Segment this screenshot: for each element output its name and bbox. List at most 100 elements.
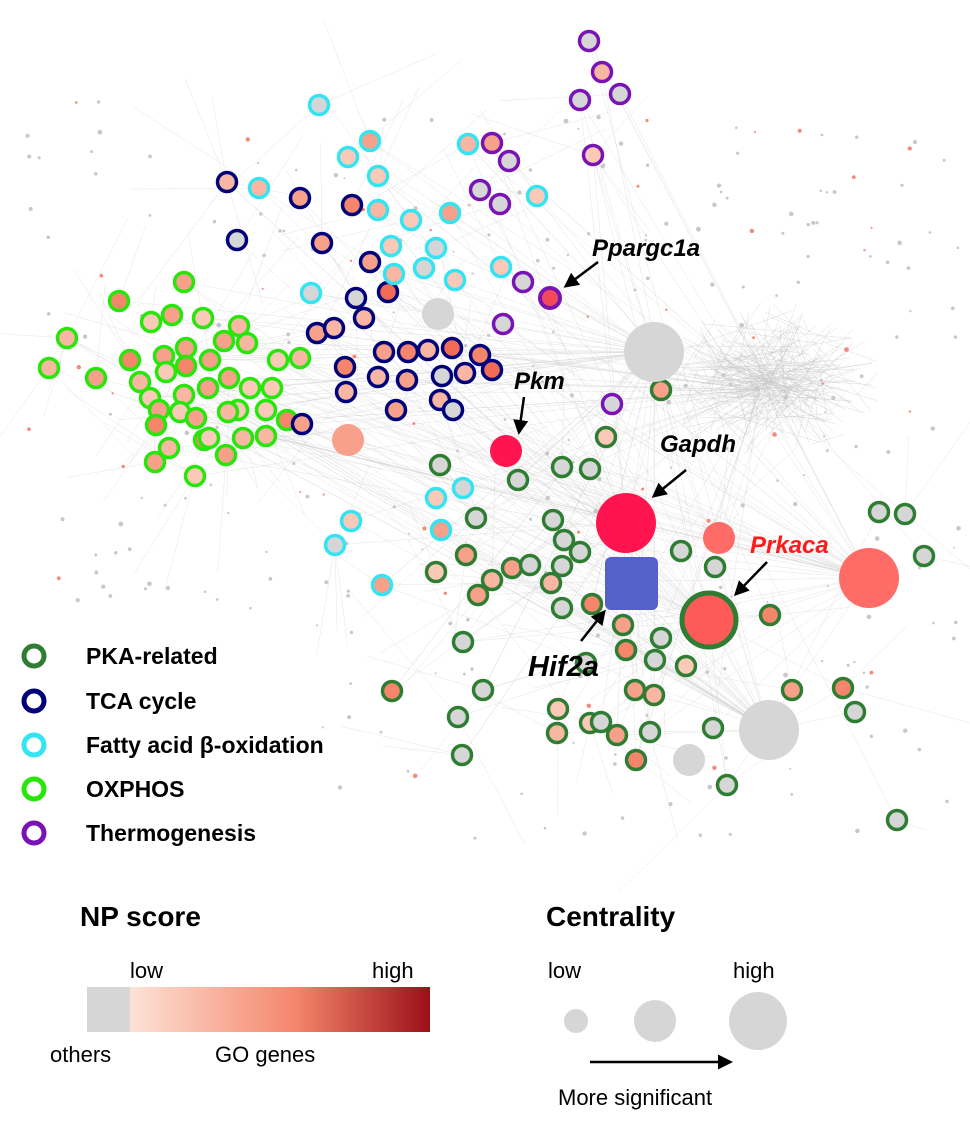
- minor-node: [698, 833, 702, 837]
- minor-node: [60, 517, 65, 522]
- pka-gene-node: [674, 654, 698, 678]
- network-edge: [482, 619, 710, 691]
- network-nodes: [37, 29, 936, 832]
- network-edge: [310, 232, 371, 294]
- network-edge: [341, 725, 463, 756]
- pka-gene-node: [446, 705, 470, 729]
- pka-gene-node: [867, 500, 891, 524]
- minor-node: [256, 161, 260, 165]
- minor-node: [712, 202, 717, 207]
- pka-gene-node: [424, 560, 448, 584]
- network-edge: [482, 577, 870, 691]
- network-edge: [393, 273, 655, 353]
- minor-node: [593, 508, 598, 514]
- network-edge: [440, 389, 761, 531]
- network-edge: [449, 212, 655, 353]
- thermo-gene-node: [511, 270, 535, 294]
- thermo-gene-node: [480, 131, 504, 155]
- network-edge: [320, 143, 323, 244]
- pka-gene-node: [466, 583, 490, 607]
- legend-pka-icon: [21, 643, 47, 669]
- network-edge: [731, 352, 826, 444]
- minor-node: [797, 128, 802, 133]
- minor-node: [406, 769, 410, 773]
- oxphos-gene-node: [154, 360, 178, 384]
- network-edge: [465, 512, 529, 556]
- minor-node: [869, 734, 873, 739]
- centrality-high-label: high: [733, 958, 775, 983]
- minor-node: [532, 364, 535, 368]
- minor-node: [569, 393, 575, 398]
- tca-gene-node: [366, 365, 390, 389]
- network-edge: [768, 381, 787, 393]
- minor-node: [776, 479, 779, 482]
- minor-node: [618, 141, 624, 146]
- pkm-label: Pkm: [514, 368, 565, 395]
- fao-gene-node: [382, 262, 406, 286]
- network-edge: [536, 370, 607, 438]
- minor-node: [725, 196, 729, 200]
- minor-node: [127, 547, 132, 552]
- minor-node: [148, 154, 152, 159]
- minor-node: [636, 184, 640, 188]
- network-edge: [743, 348, 766, 380]
- network-edge: [682, 358, 756, 366]
- network-edge: [242, 437, 870, 579]
- network-edge: [741, 316, 789, 364]
- network-edge: [369, 140, 761, 391]
- pka-gene-node: [568, 540, 592, 564]
- network-edge: [589, 722, 614, 794]
- network-edge: [227, 411, 356, 498]
- network-edge: [369, 140, 655, 353]
- minor-node: [413, 206, 418, 211]
- oxphos-gene-node: [183, 464, 207, 488]
- minor-node: [644, 234, 648, 237]
- network-edge: [805, 327, 832, 376]
- minor-node: [666, 399, 672, 405]
- minor-node: [56, 576, 61, 581]
- pka-gene-node: [893, 502, 917, 526]
- network-edge: [772, 304, 823, 353]
- thermo-gene-node: [600, 392, 624, 416]
- centrality-large-circle: [729, 992, 787, 1050]
- network-edge: [454, 279, 655, 353]
- network-edge: [95, 285, 106, 379]
- gapdh-arrow: [651, 469, 687, 498]
- minor-node: [215, 425, 219, 429]
- network-edge: [457, 716, 525, 844]
- network-edge: [125, 411, 181, 466]
- minor-node: [215, 598, 219, 601]
- network-edge: [904, 422, 970, 515]
- oxphos-gene-node: [160, 303, 184, 327]
- minor-node: [82, 334, 88, 339]
- network-edge: [48, 367, 136, 458]
- tca-gene-node: [288, 186, 312, 210]
- tca-gene-node: [344, 286, 368, 310]
- minor-node: [956, 246, 960, 249]
- minor-node: [27, 154, 32, 159]
- minor-node: [184, 430, 190, 436]
- minor-node: [566, 253, 570, 257]
- fao-gene-node: [399, 208, 423, 232]
- minor-node: [577, 127, 580, 130]
- np-score-title: NP score: [80, 901, 201, 932]
- minor-node: [412, 773, 418, 779]
- network-edge: [561, 389, 761, 468]
- network-edge: [690, 349, 839, 435]
- network-edge: [761, 350, 800, 435]
- minor-node: [429, 228, 432, 232]
- minor-node: [462, 672, 466, 676]
- tca-gene-node: [322, 316, 346, 340]
- pka-gene-node: [464, 506, 488, 530]
- network-edge: [133, 475, 196, 575]
- network-edge: [756, 383, 768, 388]
- minor-node: [823, 435, 826, 438]
- network-edge: [280, 209, 379, 236]
- pka-gene-node: [506, 468, 530, 492]
- network-edge: [118, 226, 146, 302]
- minor-node: [772, 432, 777, 437]
- minor-node: [886, 450, 891, 455]
- network-edge: [739, 356, 761, 390]
- network-edge: [452, 302, 472, 411]
- network-edge: [826, 342, 877, 362]
